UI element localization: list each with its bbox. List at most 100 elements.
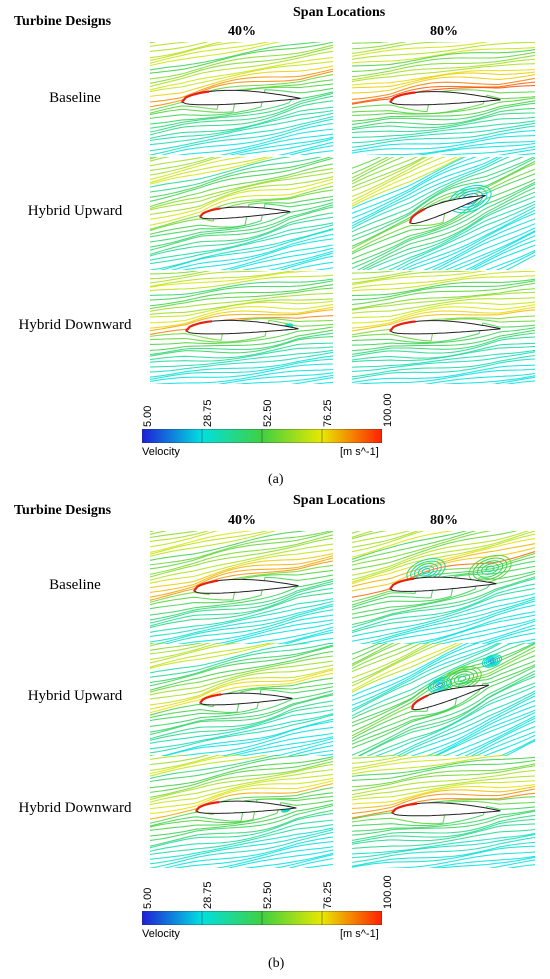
- streamline: [498, 738, 535, 756]
- streamline: [290, 377, 333, 384]
- streamline: [150, 537, 333, 578]
- streamline: [150, 271, 296, 287]
- streamline: [150, 42, 224, 59]
- streamline: [150, 690, 333, 728]
- streamline: [150, 91, 333, 125]
- streamline: [150, 813, 333, 849]
- streamline: [352, 157, 510, 229]
- streamline: [214, 846, 333, 868]
- streamline: [150, 755, 280, 780]
- streamline: [365, 196, 535, 270]
- streamline-plot: [352, 531, 535, 644]
- streamline: [358, 675, 535, 756]
- colorbar-gradient: [142, 429, 382, 443]
- streamline: [352, 537, 535, 585]
- streamline: [425, 705, 535, 756]
- streamline: [352, 531, 420, 548]
- streamline: [352, 301, 535, 319]
- vortex-ring: [468, 554, 512, 584]
- colorbar-tick: 5.00: [142, 405, 154, 427]
- streamline-panel: [150, 42, 333, 155]
- streamline: [150, 274, 333, 292]
- airfoil-outline: [411, 684, 489, 711]
- streamline: [352, 810, 535, 836]
- streamline: [150, 115, 333, 152]
- streamline: [241, 250, 333, 270]
- airfoil-outline: [391, 802, 501, 817]
- streamline: [150, 643, 278, 669]
- streamline: [150, 271, 212, 280]
- colorbar-unit: [m s^-1]: [340, 446, 379, 458]
- column-group-header: Span Locations: [293, 5, 386, 20]
- streamline: [352, 832, 535, 855]
- streamline: [150, 664, 333, 700]
- streamline: [352, 309, 535, 332]
- streamline: [374, 685, 535, 756]
- streamline: [352, 587, 535, 634]
- streamline: [150, 655, 333, 693]
- streamline: [352, 291, 535, 311]
- streamline: [150, 704, 333, 741]
- streamline: [150, 157, 333, 202]
- streamline: [150, 682, 333, 719]
- streamline: [159, 229, 333, 270]
- streamline: [352, 833, 535, 859]
- streamline: [352, 157, 478, 214]
- streamline: [150, 42, 333, 74]
- streamline: [150, 157, 275, 185]
- streamline: [150, 326, 333, 346]
- streamline: [352, 327, 535, 346]
- streamline: [435, 856, 535, 868]
- streamline: [352, 364, 535, 384]
- streamline: [352, 552, 535, 603]
- streamline: [150, 560, 333, 601]
- streamline: [352, 531, 411, 544]
- streamline: [150, 578, 333, 616]
- streamline: [352, 788, 535, 814]
- vortex-ring: [485, 656, 499, 666]
- streamline: [352, 157, 405, 182]
- streamline: [352, 643, 494, 706]
- streamline: [352, 181, 535, 265]
- colorbar-label: Velocity: [142, 928, 180, 940]
- streamline: [377, 604, 535, 644]
- streamline: [352, 271, 487, 286]
- streamline: [150, 95, 333, 133]
- vortex-ring: [489, 659, 495, 663]
- airfoil-outline: [185, 319, 299, 335]
- streamline: [277, 141, 333, 155]
- streamline: [352, 572, 535, 619]
- streamline: [150, 758, 333, 793]
- streamline: [482, 734, 535, 756]
- streamline: [163, 836, 333, 868]
- streamline: [352, 805, 535, 827]
- streamline: [352, 368, 535, 384]
- streamline: [352, 42, 535, 60]
- streamline: [150, 157, 216, 172]
- streamline: [150, 694, 333, 736]
- streamline: [352, 157, 395, 179]
- streamline: [352, 271, 535, 289]
- streamline: [352, 763, 535, 788]
- vortex-ring: [487, 658, 497, 664]
- streamline: [352, 643, 430, 679]
- streamline-plot: [150, 42, 333, 155]
- streamline-plot: [150, 157, 333, 270]
- caption-b: (b): [268, 956, 285, 971]
- streamline: [352, 643, 423, 673]
- streamline: [150, 672, 333, 714]
- vortex-ring: [481, 654, 503, 668]
- streamline: [356, 187, 535, 270]
- streamline: [352, 157, 464, 207]
- colorbar-tick: 28.75: [202, 881, 214, 909]
- streamline: [487, 859, 535, 868]
- streamline: [176, 128, 333, 155]
- streamline: [150, 351, 333, 373]
- streamline-panel: [352, 643, 535, 756]
- streamline: [150, 70, 333, 108]
- streamline: [150, 600, 333, 638]
- streamline: [150, 598, 333, 633]
- streamline: [352, 345, 535, 363]
- streamline: [216, 372, 333, 384]
- leading-edge-highlight: [410, 694, 428, 710]
